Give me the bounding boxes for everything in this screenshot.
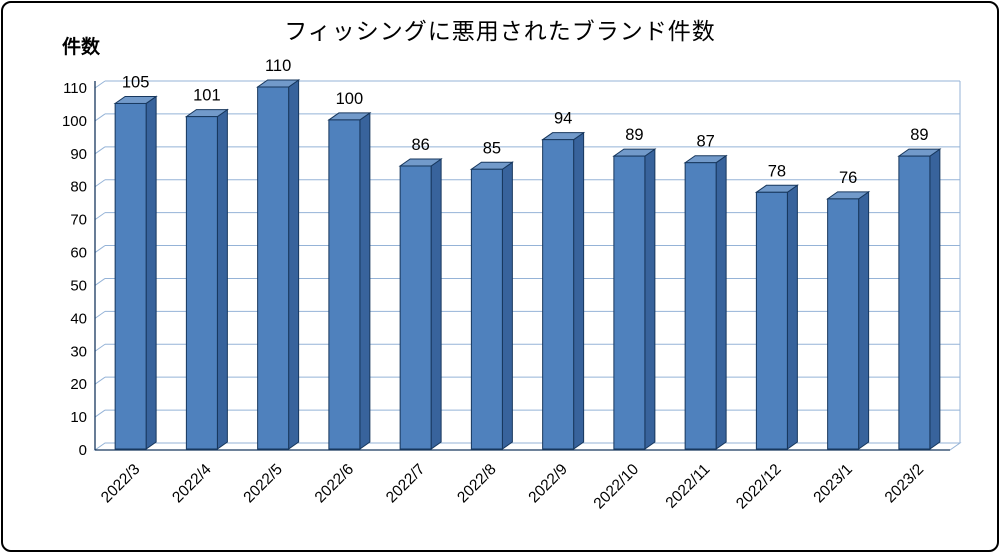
y-tick-label: 10 [70,409,87,426]
bar [328,119,361,450]
gridline-connector [94,310,106,319]
bar-side-face [786,184,798,450]
bar [542,139,575,450]
y-axis-title: 件数 [62,37,101,58]
y-tick-label: 110 [63,80,87,97]
bar [114,102,147,450]
bar-side-face [216,108,228,450]
bar-value-label: 89 [910,126,928,144]
bar-side-face [715,154,727,450]
y-tick-label: 100 [62,113,87,130]
y-tick-label: 20 [70,376,87,393]
gridline-connector [94,343,106,352]
bar-side-face [929,148,941,450]
x-tick-label: 2022/5 [240,461,286,507]
gridline-connector [94,113,106,122]
x-tick-label: 2022/3 [98,461,144,507]
bar [684,162,717,450]
x-tick-label: 2023/2 [882,461,928,507]
gridline-connector [94,146,106,155]
gridline-connector [94,245,106,253]
x-tick-label: 2022/10 [591,461,643,513]
gridline-connector [94,376,106,385]
bar [755,191,788,450]
y-tick-label: 90 [70,146,87,163]
bar-side-face [858,190,870,450]
y-tick-label: 60 [70,245,87,262]
x-tick-label: 2022/11 [663,461,714,512]
y-tick-label: 50 [70,277,87,294]
bar-value-label: 85 [483,139,501,157]
bar-value-label: 86 [411,136,429,154]
gridline-connector [94,212,106,221]
gridline-connector [94,278,106,286]
y-tick-label: 30 [70,343,87,360]
x-tick-label: 2022/9 [525,461,571,507]
bar [185,116,218,450]
bar-side-face [644,148,656,450]
y-tick-label: 40 [70,310,87,327]
bar-value-label: 100 [336,90,364,108]
bar-side-face [501,161,513,450]
x-tick-label: 2022/12 [733,461,785,513]
bar-value-label: 105 [122,73,150,91]
bar [399,165,432,450]
bar [470,168,503,450]
bar-side-face [145,95,157,450]
gridline-connector [94,179,106,188]
bar-value-label: 110 [265,57,291,75]
bar-side-face [359,111,371,450]
bar-value-label: 94 [554,110,572,128]
x-tick-label: 2023/1 [810,461,856,507]
bar-value-label: 78 [768,162,786,180]
gridline-connector [94,80,106,89]
bar-side-face [288,79,300,450]
bar-value-label: 89 [625,126,643,144]
bar-value-label: 87 [696,133,714,151]
bar-value-label: 76 [839,169,857,187]
bar-side-face [573,131,585,450]
y-tick-label: 0 [79,442,87,459]
bar [827,198,860,450]
x-tick-label: 2022/8 [454,461,500,507]
gridline-connector [94,409,106,418]
bar [898,155,931,450]
x-tick-label: 2022/4 [169,461,215,507]
bar-side-face [430,158,442,450]
y-tick-label: 70 [70,212,87,229]
chart-title: フィッシングに悪用されたブランド件数 [284,18,716,44]
x-tick-label: 2022/7 [383,461,429,507]
bar [257,86,290,450]
x-tick-label: 2022/6 [312,461,358,507]
bar [613,155,646,450]
y-tick-label: 80 [70,179,87,196]
bar-value-label: 101 [193,87,221,105]
